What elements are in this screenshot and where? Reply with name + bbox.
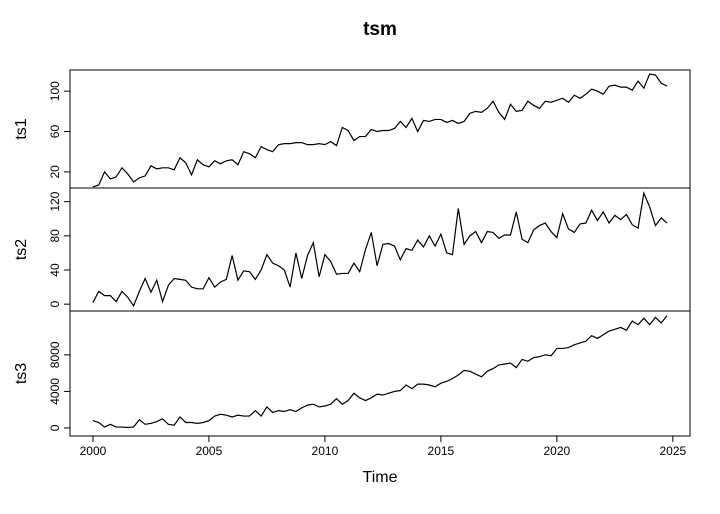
x-tick-label: 2010 bbox=[312, 444, 339, 458]
x-tick-label: 2025 bbox=[659, 444, 686, 458]
panel-box bbox=[69, 187, 691, 312]
y-tick-label: 0 bbox=[48, 301, 62, 308]
series-line bbox=[92, 190, 668, 308]
y-tick-label: 80 bbox=[48, 229, 62, 243]
x-tick-label: 2005 bbox=[196, 444, 223, 458]
x-axis-label: Time bbox=[363, 469, 398, 486]
y-axis-label: ts3 bbox=[13, 363, 30, 384]
series-line bbox=[92, 315, 668, 429]
x-tick-label: 2000 bbox=[80, 444, 107, 458]
x-tick-label: 2020 bbox=[544, 444, 571, 458]
y-tick-label: 120 bbox=[48, 191, 62, 211]
y-tick-label: 20 bbox=[48, 165, 62, 179]
y-tick-label: 60 bbox=[48, 125, 62, 139]
y-axis-label: ts1 bbox=[13, 118, 30, 139]
y-tick-label: 4000 bbox=[48, 378, 62, 405]
x-tick-label: 2015 bbox=[428, 444, 455, 458]
y-tick-label: 40 bbox=[48, 263, 62, 277]
y-tick-label: 100 bbox=[48, 81, 62, 101]
y-axis-label: ts2 bbox=[13, 239, 30, 260]
series-line bbox=[92, 73, 668, 188]
chart-title: tsm bbox=[363, 19, 397, 40]
y-tick-label: 0 bbox=[48, 424, 62, 431]
y-tick-label: 8000 bbox=[48, 341, 62, 368]
panel-box bbox=[69, 69, 691, 189]
panel-box bbox=[69, 310, 691, 437]
